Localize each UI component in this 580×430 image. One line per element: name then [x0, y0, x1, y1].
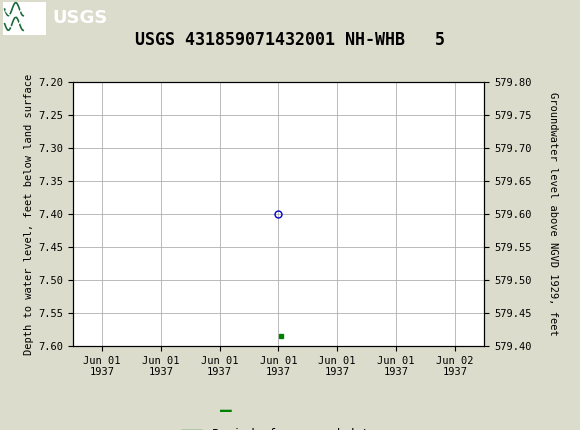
Text: —: —: [220, 401, 232, 420]
FancyBboxPatch shape: [3, 2, 46, 35]
Text: USGS 431859071432001 NH-WHB   5: USGS 431859071432001 NH-WHB 5: [135, 31, 445, 49]
Text: USGS: USGS: [52, 9, 107, 27]
Y-axis label: Groundwater level above NGVD 1929, feet: Groundwater level above NGVD 1929, feet: [548, 92, 558, 336]
Legend: Period of approved data: Period of approved data: [176, 424, 380, 430]
Y-axis label: Depth to water level, feet below land surface: Depth to water level, feet below land su…: [24, 73, 34, 355]
